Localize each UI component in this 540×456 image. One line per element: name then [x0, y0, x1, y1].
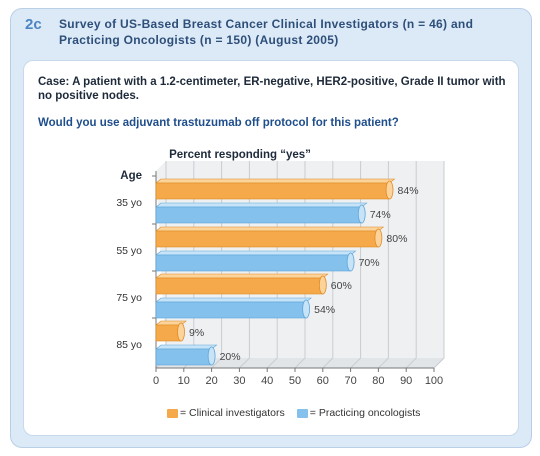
y-category-label: 35 yo [116, 197, 142, 209]
data-label-oncologists: 70% [359, 257, 380, 269]
y-category-label: 75 yo [116, 292, 142, 304]
data-label-oncologists: 74% [370, 209, 391, 221]
x-gridline [433, 161, 445, 369]
bar-top-clinical [155, 226, 385, 232]
x-tick-label: 10 [178, 375, 190, 387]
bar-chart: 0 10 20 30 40 50 60 70 80 90 100 Percent responding… [116, 149, 445, 387]
data-label-clinical: 60% [331, 280, 352, 292]
x-tick-label: 80 [372, 375, 384, 387]
legend-swatch-clinical [167, 408, 178, 418]
bar-top-clinical [155, 273, 329, 279]
figure-panel: 2c Survey of US-Based Breast Cancer Clin… [10, 8, 532, 448]
figure-number: 2c [25, 16, 42, 33]
x-gridline [378, 161, 389, 369]
chart-card: Case: A patient with a 1.2-centimeter, E… [23, 60, 519, 436]
x-tick-label: 60 [317, 375, 329, 387]
y-category-label: 85 yo [116, 339, 142, 351]
x-gridline [322, 161, 334, 369]
bar-cap-clinical [177, 322, 185, 342]
x-tick-label: 100 [425, 375, 443, 387]
x-tick-label: 40 [261, 375, 273, 387]
legend-swatch-oncologists [296, 408, 308, 418]
bar-clinical [155, 277, 324, 295]
survey-question: Would you use adjuvant trastuzumab off p… [38, 117, 399, 129]
x-gridline [211, 161, 223, 369]
y-axis-title: Age [120, 170, 142, 182]
x-tick-label: 0 [153, 375, 159, 387]
bar-top-oncologists [155, 344, 218, 350]
bar-oncologists [155, 206, 363, 224]
data-label-clinical: 9% [189, 327, 204, 339]
bar-cap-oncologists [207, 346, 216, 366]
bar-top-oncologists [155, 250, 357, 256]
case-description: Case: A patient with a 1.2-centimeter, E… [38, 76, 506, 102]
x-gridline [294, 161, 306, 369]
bar-clinical [155, 182, 390, 200]
bar-cap-clinical [318, 275, 327, 295]
data-label-oncologists: 20% [220, 351, 241, 363]
bar-top-oncologists [155, 297, 312, 303]
bar-cap-oncologists [346, 252, 355, 272]
x-gridline [350, 161, 362, 369]
bar-oncologists [155, 348, 212, 366]
chart-legend: = Clinical investigators = Practicing on… [167, 406, 420, 420]
x-gridline [405, 161, 417, 369]
bar-clinical [155, 230, 379, 248]
x-tick-label: 70 [344, 375, 356, 387]
legend-label-oncologists: = Practicing oncologists [309, 407, 421, 419]
y-category-label: 55 yo [116, 245, 142, 257]
x-tick-label: 30 [233, 375, 245, 387]
bar-cap-clinical [374, 228, 383, 248]
bar-oncologists [155, 254, 351, 272]
chart-title: Percent responding “yes” [169, 149, 311, 161]
data-label-clinical: 80% [386, 233, 407, 245]
figure-title: Survey of US-Based Breast Cancer Clinica… [59, 17, 474, 47]
x-gridline [239, 161, 250, 369]
bar-cap-clinical [385, 180, 394, 200]
x-tick-label: 20 [205, 375, 217, 387]
data-label-clinical: 84% [398, 185, 419, 197]
bar-top-oncologists [155, 202, 368, 208]
data-label-oncologists: 54% [314, 304, 335, 316]
x-tick-label: 90 [400, 375, 412, 387]
bar-oncologists [155, 301, 307, 319]
bar-cap-oncologists [357, 204, 366, 224]
x-gridline [266, 161, 278, 369]
bar-cap-oncologists [302, 299, 311, 319]
legend-label-clinical: = Clinical investigators [180, 407, 285, 419]
x-tick-label: 50 [289, 375, 301, 387]
bar-top-clinical [155, 178, 396, 184]
